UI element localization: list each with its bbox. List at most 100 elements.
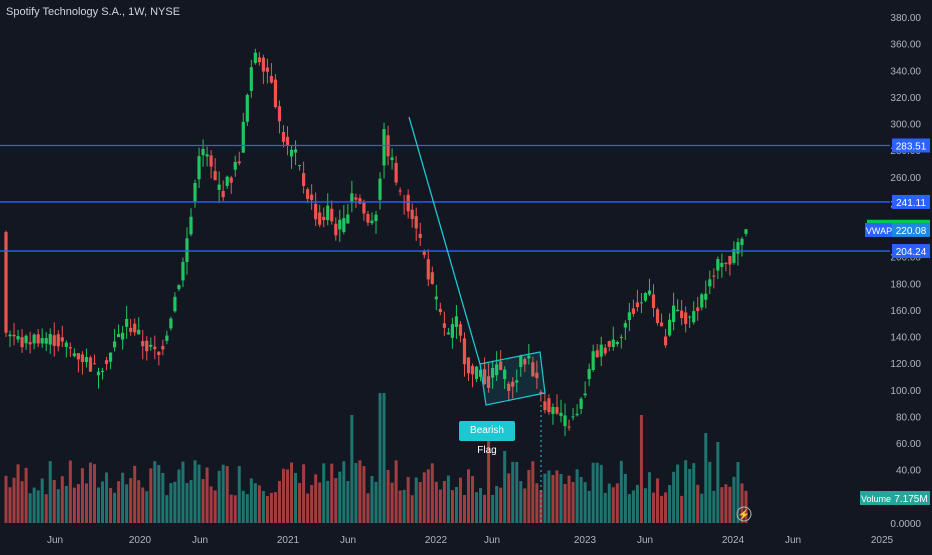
candle-body: [374, 214, 378, 222]
candle-body: [575, 413, 579, 416]
volume-bar: [507, 473, 511, 523]
candle-body: [414, 216, 418, 229]
volume-bar: [370, 476, 374, 523]
candle-body: [4, 232, 8, 333]
volume-bar: [551, 474, 555, 523]
candle-body: [474, 366, 479, 380]
candle-body: [261, 57, 265, 72]
candle-body: [330, 208, 334, 222]
candle-body: [334, 223, 338, 236]
candle-body: [458, 324, 463, 336]
volume-bar: [269, 492, 273, 523]
candle-body: [591, 351, 595, 370]
volume-bar: [48, 461, 52, 523]
volume-bar: [24, 467, 28, 523]
volume-bar: [149, 468, 153, 523]
level-badge: [892, 138, 930, 153]
volume-bar: [189, 480, 193, 523]
candle-body: [129, 327, 133, 332]
volume-bar: [708, 461, 712, 523]
candle-body: [615, 342, 619, 345]
price-tick-label: 300.00: [890, 120, 921, 131]
candle-body: [32, 334, 36, 344]
volume-bar: [487, 433, 491, 523]
volume-bar: [326, 480, 330, 523]
volume-bar: [450, 490, 454, 523]
candle-body: [225, 176, 229, 186]
candle-body: [382, 129, 386, 166]
candle-body: [342, 218, 346, 232]
volume-bar: [28, 493, 32, 523]
level-badge-label: 241.11: [896, 198, 926, 209]
x-axis-label: 2025: [871, 535, 894, 546]
volume-bar: [261, 491, 265, 523]
candle-body: [563, 415, 567, 427]
chart-title: Spotify Technology S.A., 1W, NYSE: [6, 6, 181, 18]
x-axis-label: 2022: [425, 535, 448, 546]
volume-bar: [68, 460, 72, 523]
volume-bar: [209, 486, 213, 523]
candle-body: [306, 189, 310, 199]
candle-body: [390, 157, 394, 161]
candle-body: [406, 194, 410, 212]
candle-body: [724, 262, 728, 264]
candle-body: [495, 364, 499, 376]
volume-bar: [157, 465, 161, 523]
candle-body: [137, 329, 141, 335]
volume-bar: [366, 493, 370, 523]
volume-bar: [410, 495, 414, 523]
price-tick-label: 140.00: [890, 333, 921, 344]
volume-bar: [672, 471, 676, 523]
volume-bar: [378, 393, 382, 523]
candle-body: [599, 344, 603, 357]
volume-bar: [647, 472, 651, 523]
candle-body: [314, 203, 318, 220]
candle-body: [237, 161, 241, 164]
volume-bar: [193, 460, 197, 523]
volume-bar: [342, 461, 346, 523]
volume-bar: [720, 487, 724, 523]
volume-bar: [80, 468, 84, 523]
candle-body: [289, 149, 294, 157]
candle-body: [639, 302, 644, 304]
volume-bar: [660, 495, 664, 523]
volume-bar: [233, 495, 237, 523]
volume-bar: [145, 491, 149, 523]
volume-bar: [40, 478, 44, 523]
volume-bar: [286, 469, 290, 523]
price-tick-label: 120.00: [890, 359, 921, 370]
candle-body: [80, 354, 85, 362]
candle-body: [676, 309, 680, 312]
flag-channel: [479, 351, 546, 406]
candle-body: [659, 322, 664, 327]
candle-body: [531, 362, 535, 377]
volume-bar: [406, 477, 410, 523]
candle-body: [667, 319, 672, 336]
candle-body: [310, 194, 314, 201]
candle-body: [555, 407, 559, 414]
x-axis-label: 2020: [129, 535, 152, 546]
vwap-name-label: VWAP: [866, 226, 892, 236]
candle-body: [551, 406, 555, 415]
volume-bar: [36, 490, 40, 523]
candle-body: [281, 131, 286, 142]
volume-bar: [402, 489, 406, 523]
volume-bar: [724, 484, 728, 523]
candle-body: [466, 357, 471, 374]
candle-body: [257, 57, 261, 63]
candle-body: [205, 154, 209, 157]
candle-body: [688, 316, 692, 318]
candle-body: [491, 368, 495, 378]
candle-body: [535, 372, 539, 379]
volume-bar: [225, 466, 229, 523]
candle-body: [173, 296, 177, 312]
volume-bar: [543, 473, 547, 523]
volume-bar: [511, 461, 515, 523]
volume-bar: [458, 477, 462, 523]
volume-bar: [314, 474, 318, 523]
price-tick-label: 60.00: [896, 439, 921, 450]
candle-body: [100, 370, 105, 373]
candle-body: [450, 324, 455, 338]
